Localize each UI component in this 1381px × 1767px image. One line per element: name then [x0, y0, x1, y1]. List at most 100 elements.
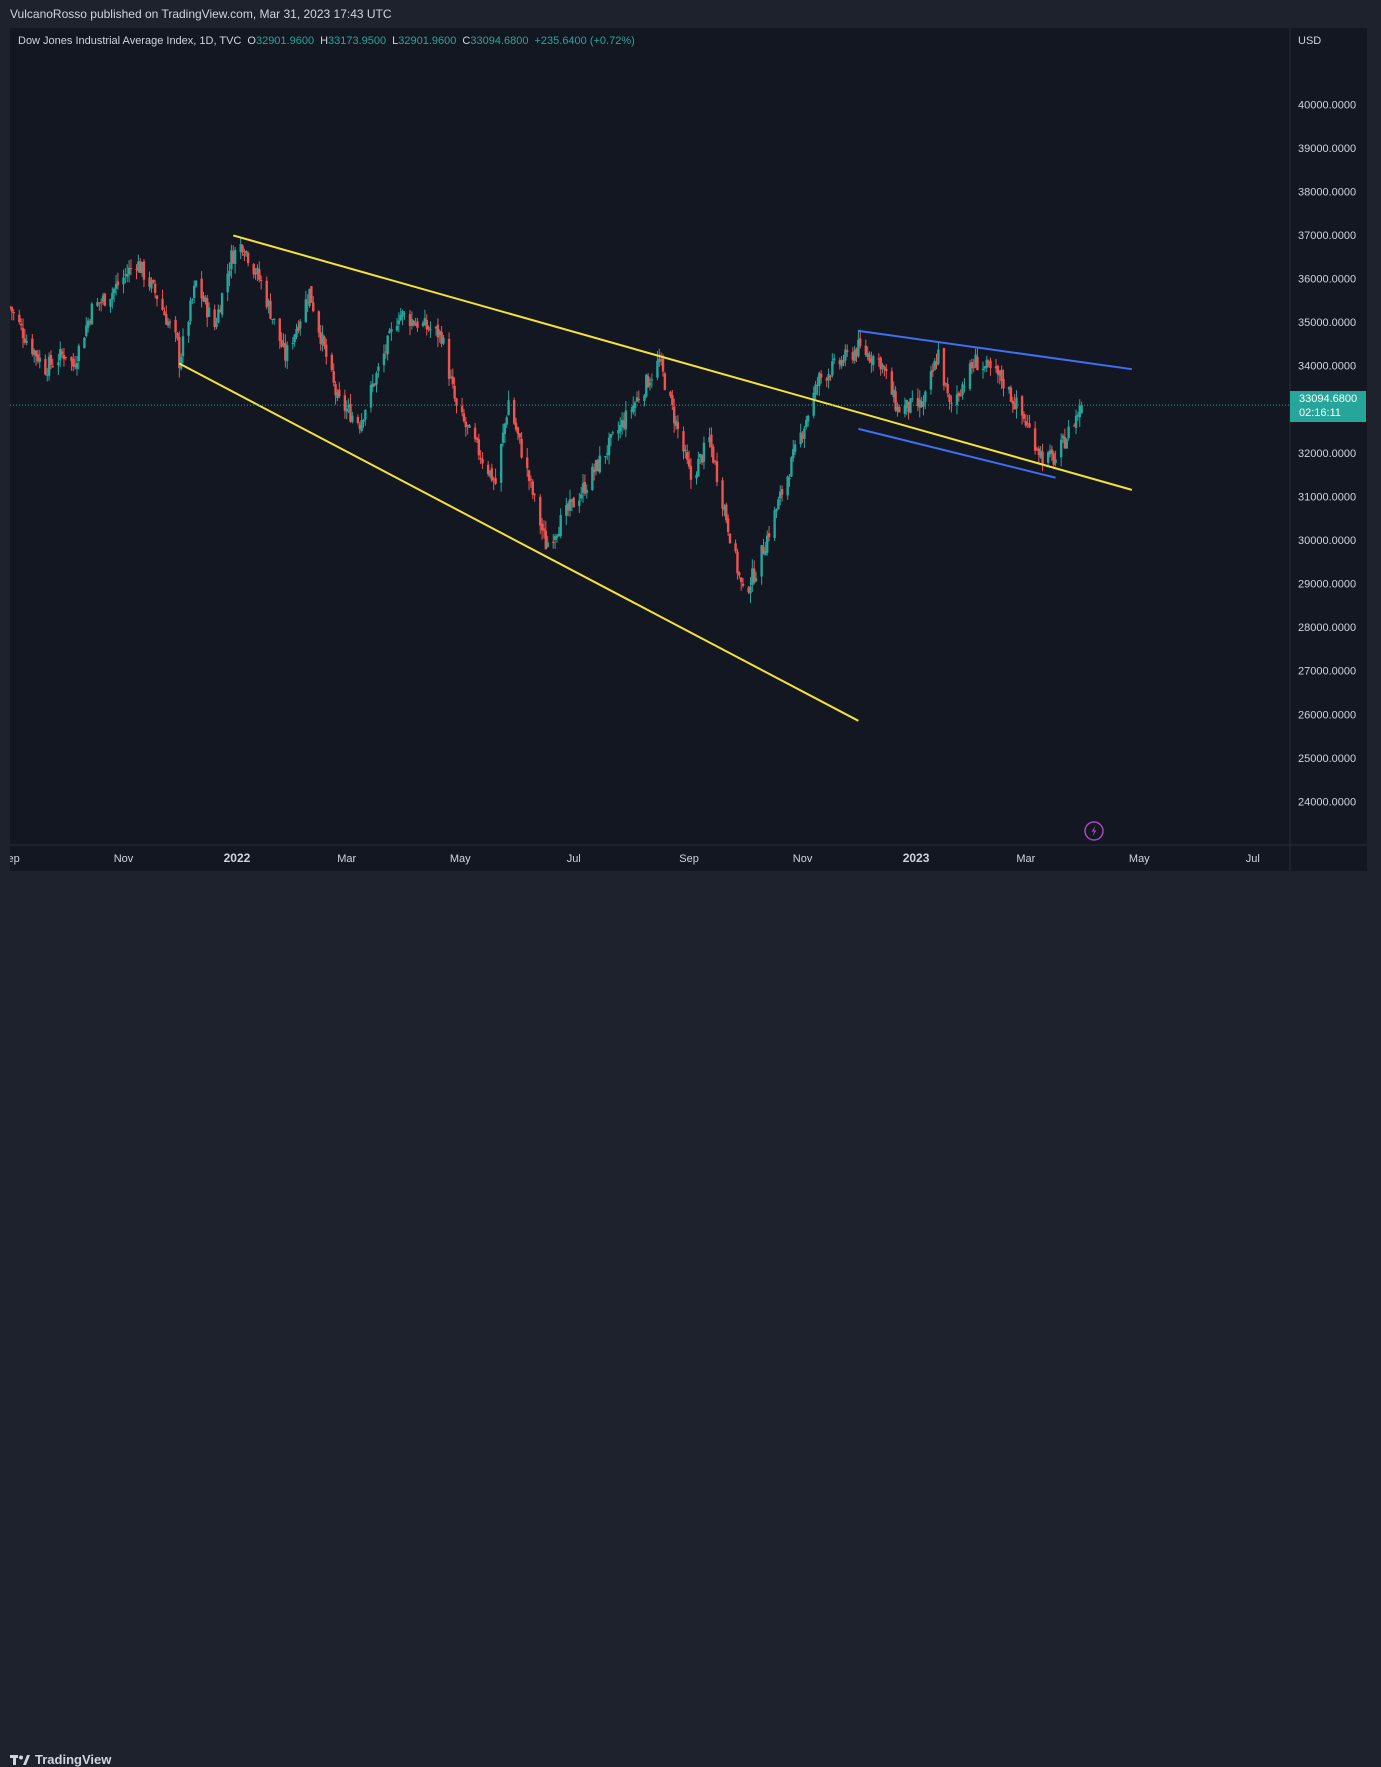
candle-body — [148, 277, 151, 287]
candle-body — [713, 460, 717, 462]
candle-body — [1048, 450, 1052, 455]
candle-body — [803, 428, 806, 439]
candle-body — [60, 351, 64, 355]
candle-body — [552, 541, 555, 543]
channel-lower-line[interactable] — [858, 427, 1056, 479]
candle-body — [308, 288, 311, 306]
candle-body — [578, 500, 581, 506]
price-axis[interactable]: 24000.0000 25000.0000 26000.0000 27000.0000… — [1298, 99, 1356, 808]
candle-body — [775, 509, 778, 512]
candle-body — [297, 326, 300, 331]
candle-body — [1002, 378, 1005, 389]
time-tick-label: Jul — [1246, 853, 1260, 865]
candle-body — [957, 392, 961, 396]
time-axis[interactable]: Sep Nov 2022 Mar May Jul Sep Nov 2023 Mar May Jul — [10, 851, 1260, 865]
candle-body — [412, 321, 415, 325]
candle-body — [293, 334, 296, 343]
candle-body — [950, 402, 953, 404]
candle-body — [885, 368, 888, 372]
candle-body — [88, 321, 92, 323]
currency-label[interactable]: USD — [1298, 35, 1322, 47]
close-value: 33094.6800 — [470, 35, 529, 47]
candle-body — [217, 309, 220, 323]
time-tick-label: 2022 — [224, 851, 251, 865]
candle-body — [596, 459, 600, 471]
time-tick-label: 2023 — [903, 851, 930, 865]
candle-body — [851, 352, 854, 360]
channel-upper-line[interactable] — [858, 329, 1132, 371]
candle-body — [1046, 452, 1050, 463]
candle-body — [684, 449, 687, 451]
candle-body — [1035, 448, 1039, 450]
candle-body — [1063, 437, 1067, 449]
candle-body — [989, 360, 992, 369]
candle-body — [864, 345, 868, 355]
symbol-name[interactable]: Dow Jones Industrial Average Index, 1D, … — [18, 35, 242, 47]
candle-body — [793, 444, 797, 452]
candle-body — [241, 245, 244, 253]
candle-body — [659, 359, 663, 361]
header-bar: VulcanoRosso published on TradingView.co… — [0, 0, 1381, 28]
candle-body — [492, 479, 495, 481]
candle-body — [153, 283, 157, 294]
candle-body — [19, 323, 23, 326]
candle-body — [570, 499, 574, 502]
candle-body — [73, 364, 77, 367]
wedge-lower-line[interactable] — [178, 362, 859, 722]
candle-body — [466, 424, 469, 427]
publisher-caption: VulcanoRosso published on TradingView.co… — [10, 7, 392, 21]
candle-body — [752, 568, 756, 583]
candle-body — [818, 373, 821, 387]
candle-body — [825, 378, 828, 381]
candle-body — [142, 261, 146, 280]
candle-body — [594, 460, 598, 471]
price-chart[interactable]: 24000.0000 25000.0000 26000.0000 27000.0000… — [10, 28, 1367, 871]
candle-body — [451, 376, 454, 385]
candle-body — [682, 431, 685, 452]
candle-body — [252, 264, 255, 275]
candle-body — [228, 270, 231, 277]
candle-body — [1059, 439, 1063, 458]
candle-body — [996, 365, 1000, 375]
high-label: H — [320, 35, 329, 47]
candle-body — [916, 397, 920, 406]
candle-body — [819, 373, 823, 378]
candle-body — [687, 459, 691, 467]
candle-body — [245, 251, 248, 254]
candle-body — [200, 278, 203, 299]
candle-body — [501, 432, 505, 443]
candle-body — [831, 361, 834, 376]
candle-body — [806, 415, 810, 422]
tradingview-logo[interactable]: TradingView — [10, 1752, 111, 1767]
candle-body — [46, 374, 49, 376]
candle-body — [1041, 451, 1044, 465]
price-tick-label: 39000.0000 — [1298, 143, 1356, 155]
candle-body — [658, 358, 661, 363]
candle-body — [514, 422, 518, 430]
candle-body — [101, 295, 105, 302]
candle-body — [773, 510, 776, 538]
candle-body — [920, 401, 923, 408]
candle-body — [911, 398, 914, 400]
candle-body — [840, 359, 843, 367]
candle-body — [829, 375, 832, 377]
chart-pane[interactable] — [10, 28, 1367, 871]
candle-body — [477, 439, 481, 456]
wedge-upper-line[interactable] — [232, 234, 1133, 491]
candle-body — [868, 354, 871, 362]
candle-body — [892, 389, 895, 398]
candle-body — [475, 437, 479, 440]
candle-body — [581, 483, 585, 494]
candle-body — [611, 432, 614, 434]
candle-body — [788, 478, 791, 480]
price-tick-label: 27000.0000 — [1298, 666, 1356, 678]
candle-body — [258, 269, 261, 280]
candle-body — [780, 489, 784, 495]
candle-body — [656, 360, 659, 378]
candle-body — [278, 318, 281, 341]
candle-body — [955, 394, 959, 405]
candle-body — [749, 586, 752, 594]
candle-body — [304, 299, 308, 323]
candle-body — [1076, 414, 1080, 417]
lightning-icon[interactable] — [1084, 821, 1104, 841]
